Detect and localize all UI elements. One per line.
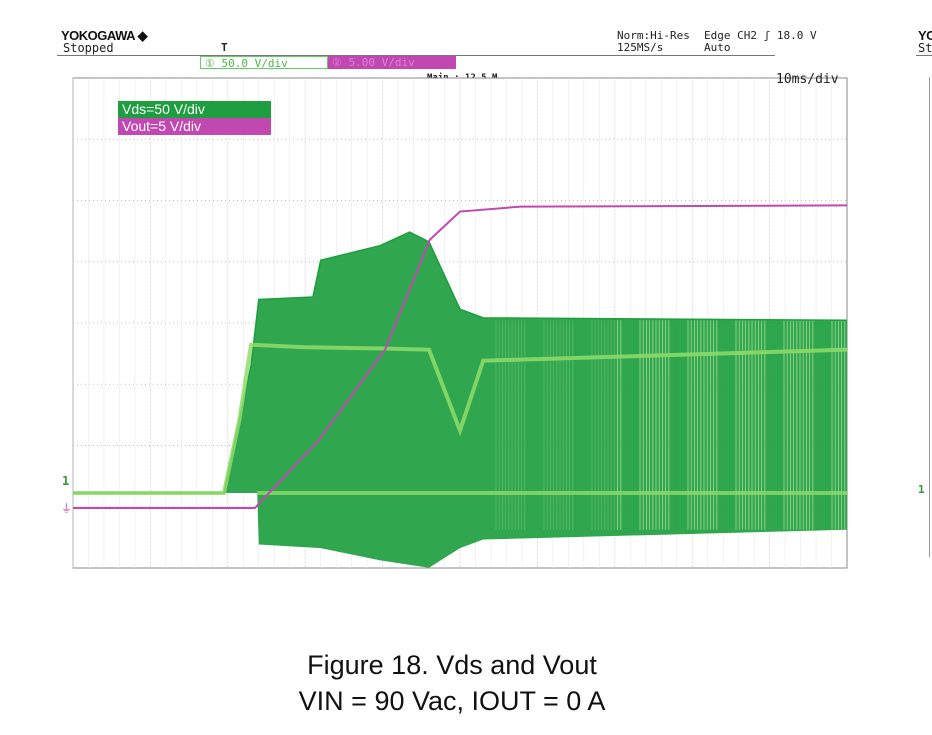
cropped-status: St (918, 41, 932, 55)
figure-subtitle: VIN = 90 Vac, IOUT = 0 A (298, 686, 606, 716)
scope-brand: YOKOGAWA ◆ (61, 28, 148, 43)
trigger-position-marker: T (221, 41, 228, 54)
vds-plateau-trace (73, 342, 848, 495)
vout-trace (73, 204, 848, 509)
acquisition-mode: Norm:Hi-Res (617, 29, 690, 42)
oscilloscope-plot (72, 77, 848, 569)
cropped-plot-edge (929, 77, 930, 557)
cropped-brand: YO (918, 28, 932, 43)
timebase: 10ms/div (776, 72, 839, 87)
trigger-mode: Auto (704, 41, 731, 54)
scope-status: Stopped (63, 41, 114, 55)
sample-rate: 125MS/s (617, 41, 664, 54)
legend-vout: Vout=5 V/div (118, 118, 271, 135)
ch2-scale-badge: ② 5.00 V/div (328, 56, 456, 69)
ch1-ground-marker: 1 (62, 474, 70, 488)
figure-title: Figure 18. Vds and Vout (307, 650, 597, 680)
cropped-ch1-marker: 1 (918, 483, 925, 496)
trigger-setting: Edge CH2 ʃ 18.0 V (704, 29, 817, 42)
legend-vds: Vds=50 V/div (118, 101, 271, 118)
ch2-ground-marker-icon: ⏚ (61, 503, 72, 515)
vds-envelope-fill (73, 232, 847, 568)
ch1-scale-badge: ① 50.0 V/div (200, 56, 328, 70)
